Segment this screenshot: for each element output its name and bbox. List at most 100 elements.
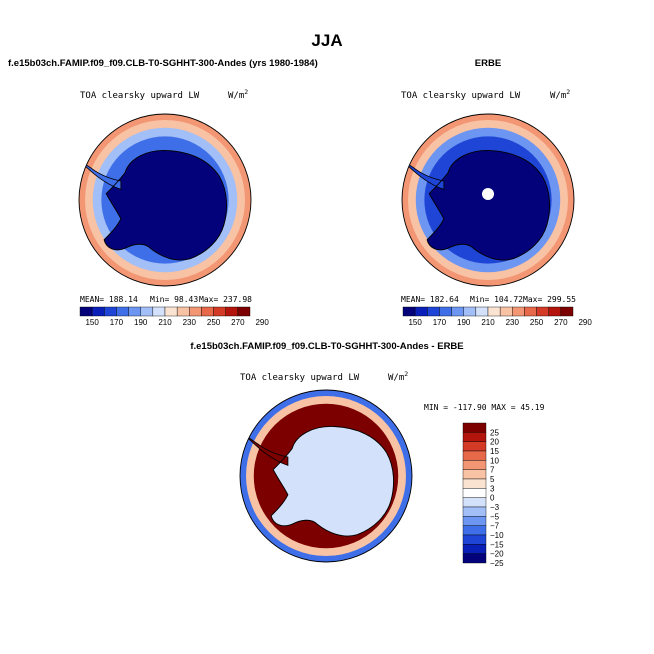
panel-obs-mean: MEAN= 182.64 [401, 295, 459, 304]
colorbar-swatch [462, 441, 487, 452]
panel-model-units: W/m2 [228, 88, 248, 101]
colorbar-tick-label: −5 [490, 512, 500, 521]
colorbar-tick-label: 150 [85, 318, 99, 327]
colorbar-swatch [524, 306, 537, 317]
panel-diff-variable: TOA clearsky upward LW [240, 373, 360, 383]
polar-map [402, 114, 574, 286]
colorbar-swatch [462, 553, 487, 564]
panel-obs-title: ERBE [475, 58, 501, 69]
colorbar-swatch [164, 306, 178, 317]
colorbar: 150 170 190 210 230 250 270 290 [402, 306, 592, 327]
colorbar-tick-label: −20 [490, 550, 504, 559]
polar-map [240, 390, 412, 562]
map-border [78, 113, 252, 287]
colorbar-tick-label: −10 [490, 531, 504, 540]
colorbar-swatch [225, 306, 239, 317]
map-border [239, 389, 413, 563]
colorbar-swatch [140, 306, 154, 317]
colorbar-tick-label: 170 [110, 318, 124, 327]
colorbar-tick-label: 25 [490, 428, 499, 437]
colorbar-swatch [462, 488, 487, 498]
colorbar-tick-label: 190 [457, 318, 471, 327]
panel-model-mean: MEAN= 188.14 [80, 295, 138, 304]
colorbar-swatch [462, 525, 487, 536]
colorbar-swatch [462, 432, 487, 442]
colorbar-tick-label: 210 [481, 318, 495, 327]
colorbar-tick-label: 290 [255, 318, 269, 327]
colorbar-swatch [462, 516, 487, 526]
panel-model: f.e15b03ch.FAMIP.f09_f09.CLB-T0-SGHHT-30… [8, 58, 318, 327]
colorbar-swatch [462, 497, 487, 508]
panel-obs-variable: TOA clearsky upward LW [401, 91, 521, 101]
panel-model-max: Max= 237.98 [199, 295, 252, 304]
colorbar-swatch [462, 534, 487, 545]
colorbar-tick-label: 10 [490, 456, 499, 465]
colorbar-swatch [462, 460, 487, 470]
colorbar-tick-label: 210 [158, 318, 172, 327]
colorbar-tick-label: 190 [134, 318, 148, 327]
panel-diff-title: f.e15b03ch.FAMIP.f09_f09.CLB-T0-SGHHT-30… [190, 341, 463, 352]
colorbar-tick-label: −7 [490, 522, 500, 531]
colorbar-swatch [536, 306, 549, 317]
colorbar-tick-label: 0 [490, 494, 495, 503]
colorbar-tick-label: 15 [490, 447, 499, 456]
colorbar-tick-label: 230 [506, 318, 520, 327]
map-border [401, 113, 575, 287]
colorbar-tick-label: 7 [490, 466, 495, 475]
panel-model-min: Min= 98.43 [150, 295, 198, 304]
colorbar-tick-label: 5 [490, 475, 495, 484]
colorbar-tick-label: 3 [490, 484, 495, 493]
colorbar-swatch [201, 306, 214, 317]
colorbar-swatch [91, 306, 105, 317]
colorbar-swatch [560, 306, 574, 317]
colorbar-swatch [548, 306, 562, 317]
colorbar-swatch [189, 306, 202, 317]
panel-diff-units: W/m2 [388, 370, 408, 383]
panel-obs-units: W/m2 [550, 88, 570, 101]
colorbar-tick-label: 250 [207, 318, 221, 327]
colorbar-swatch [462, 422, 487, 433]
colorbar-tick-label: 170 [433, 318, 447, 327]
panel-diff-units-exp: 2 [404, 370, 408, 378]
panel-obs-units-exp: 2 [566, 88, 570, 96]
colorbar-swatch [152, 306, 166, 317]
colorbar-tick-label: −3 [490, 503, 500, 512]
colorbar-swatch [463, 306, 477, 317]
colorbar-swatch [79, 306, 93, 317]
colorbar-swatch [475, 306, 489, 317]
colorbar-swatch [402, 306, 416, 317]
colorbar: 150 170 190 210 230 250 270 290 [79, 306, 269, 327]
season-title: JJA [311, 31, 342, 50]
colorbar-tick-label: 20 [490, 438, 499, 447]
colorbar-tick-label: 150 [408, 318, 422, 327]
missing-data-pole [482, 188, 494, 200]
colorbar-swatch [213, 306, 226, 317]
colorbar-swatch [462, 506, 487, 517]
colorbar-swatch [451, 306, 464, 317]
colorbar-swatch [176, 306, 190, 317]
colorbar-tick-label: 250 [530, 318, 544, 327]
panel-obs-min: Min= 104.72 [470, 295, 523, 304]
panel-diff: f.e15b03ch.FAMIP.f09_f09.CLB-T0-SGHHT-30… [190, 341, 544, 568]
colorbar-tick-label: 270 [554, 318, 568, 327]
panel-model-units-base: W/m [228, 91, 244, 101]
panel-model-title: f.e15b03ch.FAMIP.f09_f09.CLB-T0-SGHHT-30… [8, 58, 318, 69]
colorbar-swatch [499, 306, 513, 317]
colorbar-swatch [104, 306, 117, 317]
panel-model-units-exp: 2 [244, 88, 248, 96]
colorbar-swatch [462, 469, 487, 480]
panel-obs-max: Max= 299.55 [523, 295, 576, 304]
panel-model-variable: TOA clearsky upward LW [80, 91, 200, 101]
panel-diff-minmax: MIN = -117.90 MAX = 45.19 [424, 403, 545, 412]
colorbar-swatch [237, 306, 251, 317]
colorbar-swatch [116, 306, 129, 317]
colorbar-tick-label: 290 [578, 318, 592, 327]
colorbar-swatch [487, 306, 501, 317]
colorbar-swatch [128, 306, 141, 317]
colorbar-swatch [462, 450, 487, 461]
panel-obs: ERBE TOA clearsky upward LW W/m2 MEAN= 1… [401, 58, 592, 327]
panel-diff-units-base: W/m [388, 373, 404, 383]
colorbar-swatch [439, 306, 452, 317]
